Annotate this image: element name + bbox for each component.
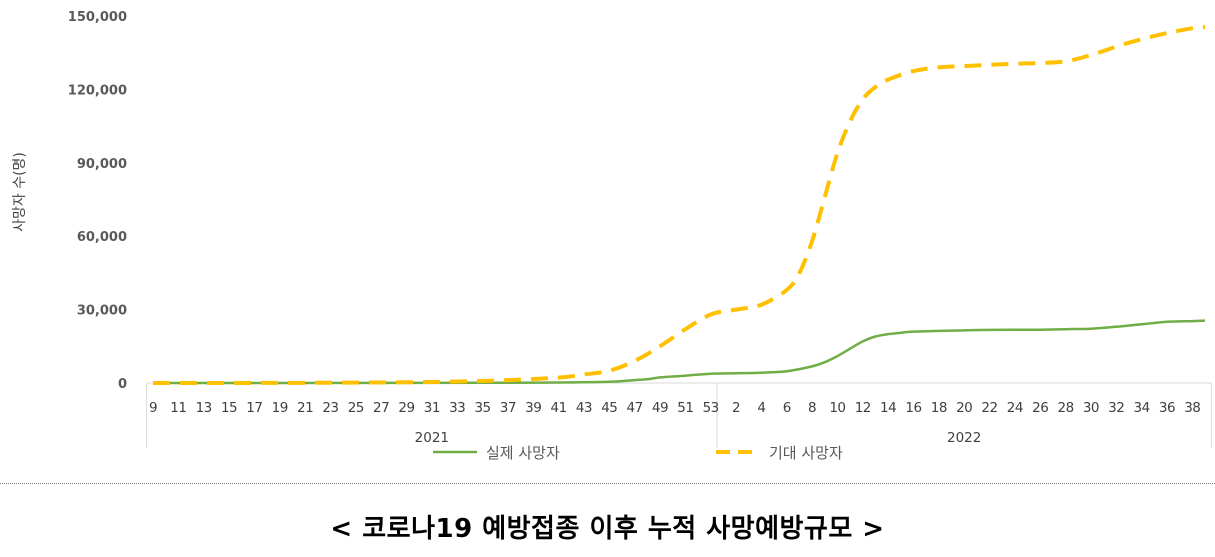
x-tick-label: 11 <box>170 400 186 416</box>
x-tick-label: 34 <box>1134 400 1150 416</box>
x-tick-label: 20 <box>956 400 972 416</box>
x-tick-label: 30 <box>1083 400 1099 416</box>
x-tick-label: 39 <box>525 400 541 416</box>
chart-caption: < 코로나19 예방접종 이후 누적 사망예방규모 > <box>330 514 885 544</box>
x-tick-label: 38 <box>1184 400 1200 416</box>
x-tick-label: 14 <box>880 400 896 416</box>
x-tick-label: 10 <box>829 400 845 416</box>
expected-deaths-line <box>152 25 1206 385</box>
x-tick-label: 43 <box>576 400 592 416</box>
y-tick-label: 90,000 <box>77 157 127 172</box>
y-tick-label: 150,000 <box>68 10 127 25</box>
x-tick-label: 19 <box>272 400 288 416</box>
legend-label-expected: 기대 사망자 <box>769 444 843 462</box>
x-tick-label: 6 <box>783 400 791 416</box>
y-axis-tick-labels: 0 30,000 60,000 90,000 120,000 150,000 <box>68 10 127 392</box>
x-tick-label: 21 <box>297 400 313 416</box>
year-label: 2021 <box>415 430 449 446</box>
x-tick-label: 17 <box>246 400 262 416</box>
x-tick-label: 53 <box>703 400 719 416</box>
x-tick-label: 2 <box>732 400 740 416</box>
legend-label-actual: 실제 사망자 <box>486 444 560 462</box>
y-tick-label: 60,000 <box>77 230 127 245</box>
x-tick-label: 9 <box>149 400 157 416</box>
x-tick-label: 22 <box>981 400 997 416</box>
x-tick-label: 8 <box>808 400 816 416</box>
x-tick-label: 49 <box>652 400 668 416</box>
y-axis-label: 사망자 수(명) <box>12 152 28 232</box>
x-tick-label: 35 <box>474 400 490 416</box>
x-tick-label: 37 <box>500 400 516 416</box>
x-tick-label: 29 <box>398 400 414 416</box>
x-tick-label: 26 <box>1032 400 1048 416</box>
x-axis-tick-labels: 9 11 13 15 17 19 21 23 25 27 29 31 33 35 37 39 41 43 45 47 4… <box>149 400 1201 416</box>
x-tick-label: 32 <box>1108 400 1124 416</box>
cumulative-deaths-chart: 0 30,000 60,000 90,000 120,000 150,000 사망자 수(… <box>12 10 1212 462</box>
y-tick-label: 120,000 <box>68 83 127 98</box>
legend: 실제 사망자 기대 사망자 <box>433 444 843 462</box>
x-tick-label: 23 <box>322 400 338 416</box>
x-tick-label: 31 <box>424 400 440 416</box>
x-tick-label: 33 <box>449 400 465 416</box>
x-tick-label: 12 <box>855 400 871 416</box>
x-tick-label: 13 <box>196 400 212 416</box>
x-tick-label: 27 <box>373 400 389 416</box>
y-tick-label: 0 <box>118 377 127 392</box>
x-tick-label: 47 <box>627 400 643 416</box>
x-tick-label: 25 <box>348 400 364 416</box>
x-tick-label: 16 <box>905 400 921 416</box>
x-tick-label: 24 <box>1007 400 1023 416</box>
year-label: 2022 <box>947 430 981 446</box>
caption-separator <box>0 483 1215 484</box>
x-tick-label: 4 <box>757 400 765 416</box>
x-tick-label: 28 <box>1057 400 1073 416</box>
series-lines <box>152 25 1206 385</box>
x-tick-label: 18 <box>931 400 947 416</box>
x-tick-label: 41 <box>550 400 566 416</box>
x-axis-year-labels: 2021 2022 <box>415 430 982 446</box>
x-tick-label: 15 <box>221 400 237 416</box>
actual-deaths-line <box>152 319 1206 385</box>
y-tick-label: 30,000 <box>77 304 127 319</box>
x-tick-label: 45 <box>601 400 617 416</box>
x-tick-label: 51 <box>677 400 693 416</box>
x-tick-label: 36 <box>1159 400 1175 416</box>
